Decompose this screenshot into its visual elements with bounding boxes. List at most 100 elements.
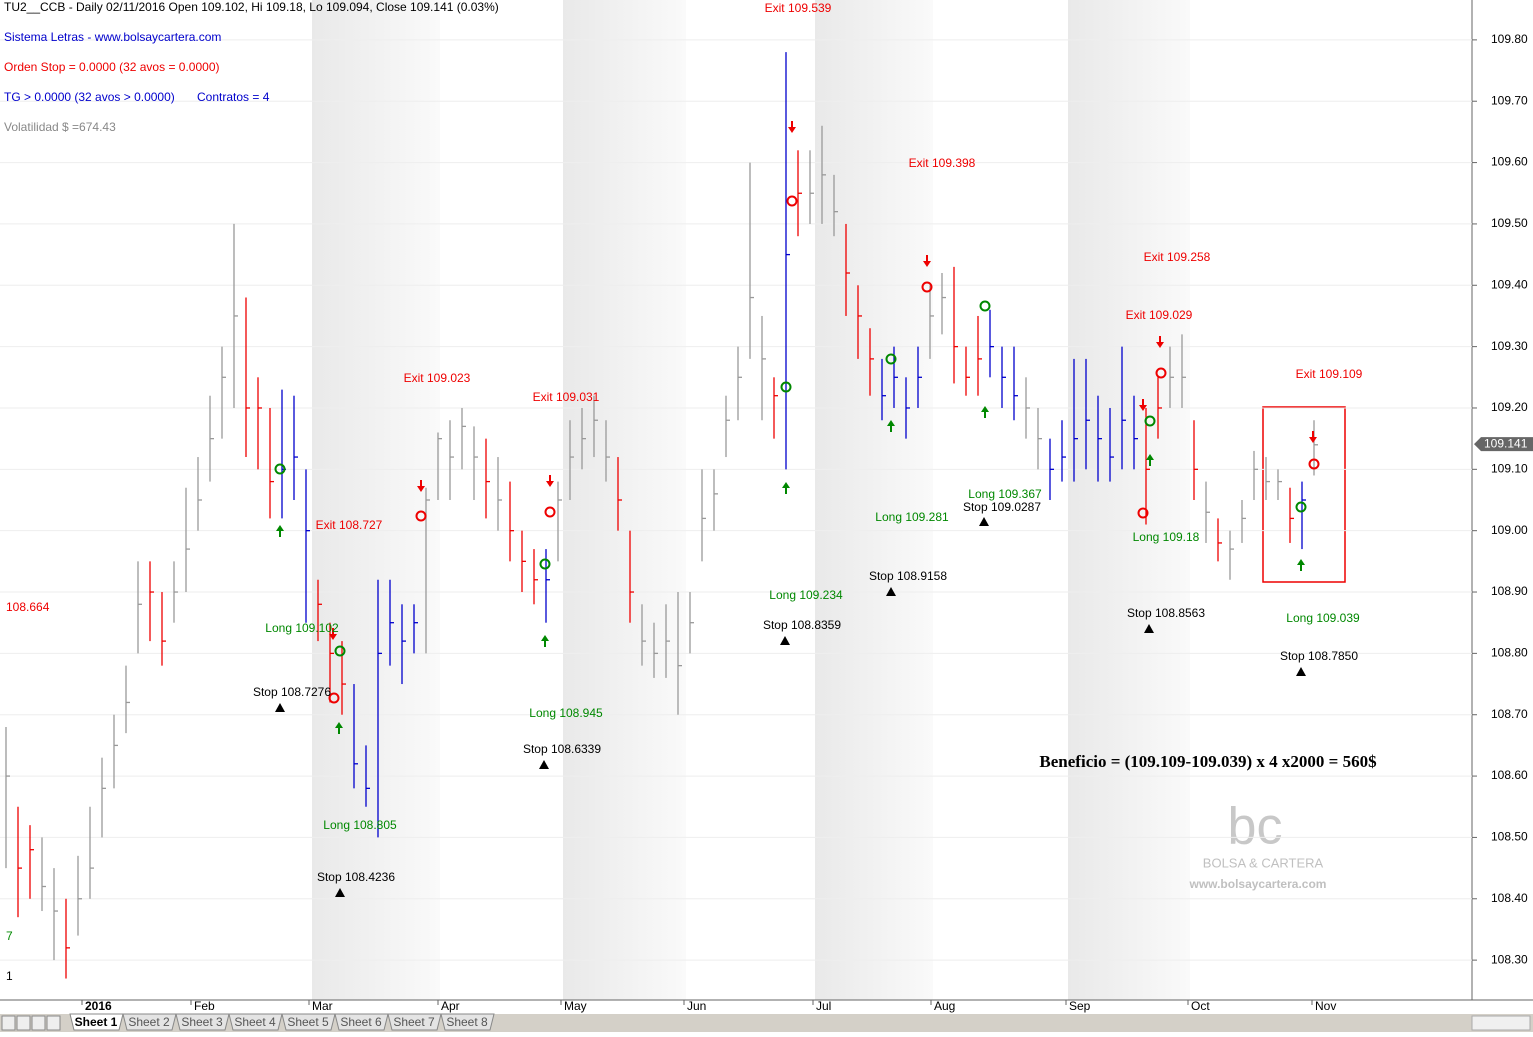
exit-marker xyxy=(544,506,556,518)
x-tick-label: 2016 xyxy=(85,999,112,1013)
sell-arrow xyxy=(417,480,425,492)
signal-label: Long 108.805 xyxy=(323,818,397,832)
x-tick-label: Oct xyxy=(1191,999,1210,1013)
x-tick-label: Jul xyxy=(816,999,831,1013)
sheet-tab-label[interactable]: Sheet 1 xyxy=(75,1015,118,1029)
signal-label: Long 108.945 xyxy=(529,706,603,720)
sheet-tab[interactable] xyxy=(228,1013,283,1031)
sheet-tab[interactable] xyxy=(334,1013,389,1031)
signal-label: Stop 108.7850 xyxy=(1280,649,1358,663)
buy-arrow xyxy=(335,722,343,734)
benefit-text: Beneficio = (109.109-109.039) x 4 x2000 … xyxy=(1039,752,1377,771)
sheet-tab-label[interactable]: Sheet 3 xyxy=(181,1015,223,1029)
sheet-tab-label[interactable]: Sheet 7 xyxy=(393,1015,435,1029)
sheet-tab-label[interactable]: Sheet 6 xyxy=(340,1015,382,1029)
buy-arrow xyxy=(782,482,790,494)
signal-label: Long 109.234 xyxy=(769,588,843,602)
signal-label: Stop 108.9158 xyxy=(869,569,947,583)
sheet-tab-label[interactable]: Sheet 2 xyxy=(128,1015,170,1029)
stop-marker xyxy=(1144,624,1154,633)
signal-label: Exit 109.031 xyxy=(533,390,600,404)
header-text: TG > 0.0000 (32 avos > 0.0000) xyxy=(4,90,175,104)
highlight-box xyxy=(1262,406,1346,583)
exit-marker xyxy=(415,510,427,522)
signal-label: Stop 109.0287 xyxy=(963,500,1041,514)
signal-label: Exit 109.539 xyxy=(765,1,832,15)
sheet-tab-label[interactable]: Sheet 5 xyxy=(287,1015,329,1029)
y-tick-label: 109.00 xyxy=(1491,523,1528,537)
buy-arrow xyxy=(276,525,284,537)
nav-button[interactable] xyxy=(1,1015,16,1031)
header-text: Sistema Letras - www.bolsaycartera.com xyxy=(4,30,221,44)
signal-label: Stop 108.8359 xyxy=(763,618,841,632)
stop-marker xyxy=(539,760,549,769)
entry-marker xyxy=(274,463,286,475)
sheet-tab[interactable] xyxy=(387,1013,442,1031)
entry-marker xyxy=(780,381,792,393)
stop-marker xyxy=(886,587,896,596)
month-band xyxy=(815,0,933,1000)
buy-arrow xyxy=(1146,454,1154,466)
month-band xyxy=(1068,0,1190,1000)
left-label: 108.664 xyxy=(6,600,50,614)
sell-arrow xyxy=(923,255,931,267)
month-band xyxy=(563,0,686,1000)
sheet-tab[interactable] xyxy=(175,1013,230,1031)
header-text: Volatilidad $ =674.43 xyxy=(4,120,116,134)
signal-label: Stop 108.6339 xyxy=(523,742,601,756)
signal-label: Exit 109.023 xyxy=(404,371,471,385)
x-tick-label: Mar xyxy=(312,999,333,1013)
entry-marker xyxy=(885,353,897,365)
stop-marker xyxy=(780,636,790,645)
signal-label: Stop 108.4236 xyxy=(317,870,395,884)
signal-label: Exit 109.029 xyxy=(1126,308,1193,322)
watermark-url: www.bolsaycartera.com xyxy=(1189,877,1327,891)
y-tick-label: 108.90 xyxy=(1491,584,1528,598)
y-tick-label: 109.10 xyxy=(1491,461,1528,475)
sell-arrow xyxy=(788,121,796,133)
x-tick-label: May xyxy=(564,999,587,1013)
y-tick-label: 109.60 xyxy=(1491,155,1528,169)
stop-marker xyxy=(979,517,989,526)
sheet-tab[interactable] xyxy=(69,1013,124,1031)
y-tick-label: 108.70 xyxy=(1491,707,1528,721)
y-tick-label: 109.20 xyxy=(1491,400,1528,414)
exit-marker xyxy=(1137,507,1149,519)
signal-label: Stop 108.8563 xyxy=(1127,606,1205,620)
entry-marker xyxy=(539,558,551,570)
header-text: Contratos = 4 xyxy=(197,90,270,104)
buy-arrow xyxy=(541,635,549,647)
signal-label: Exit 109.398 xyxy=(909,156,976,170)
watermark-logo: bc xyxy=(1228,798,1283,856)
sheet-tab-label[interactable]: Sheet 4 xyxy=(234,1015,276,1029)
buy-arrow xyxy=(1297,559,1305,571)
exit-marker xyxy=(1308,458,1320,470)
sheet-tab[interactable] xyxy=(122,1013,177,1031)
sheet-tab[interactable] xyxy=(281,1013,336,1031)
sell-arrow xyxy=(546,475,554,487)
header-text: Orden Stop = 0.0000 (32 avos = 0.0000) xyxy=(4,60,219,74)
x-tick-label: Jun xyxy=(687,999,706,1013)
scrollbar[interactable] xyxy=(1471,1015,1531,1031)
buy-arrow xyxy=(981,406,989,418)
nav-button[interactable] xyxy=(46,1015,61,1031)
sell-arrow xyxy=(1309,431,1317,443)
entry-marker xyxy=(1144,415,1156,427)
signal-label: Long 109.039 xyxy=(1286,611,1360,625)
sheet-tab[interactable] xyxy=(440,1013,495,1031)
sell-arrow xyxy=(329,628,337,640)
y-tick-label: 109.30 xyxy=(1491,339,1528,353)
signal-label: Stop 108.7276 xyxy=(253,685,331,699)
stop-marker xyxy=(335,888,345,897)
nav-button[interactable] xyxy=(16,1015,31,1031)
y-tick-label: 109.40 xyxy=(1491,277,1528,291)
buy-arrow xyxy=(887,420,895,432)
sheet-tab-label[interactable]: Sheet 8 xyxy=(446,1015,488,1029)
signal-label: Long 109.367 xyxy=(968,487,1042,501)
stop-marker xyxy=(1296,667,1306,676)
nav-button[interactable] xyxy=(31,1015,46,1031)
sell-arrow xyxy=(1156,336,1164,348)
y-tick-label: 109.70 xyxy=(1491,93,1528,107)
y-tick-label: 108.60 xyxy=(1491,768,1528,782)
